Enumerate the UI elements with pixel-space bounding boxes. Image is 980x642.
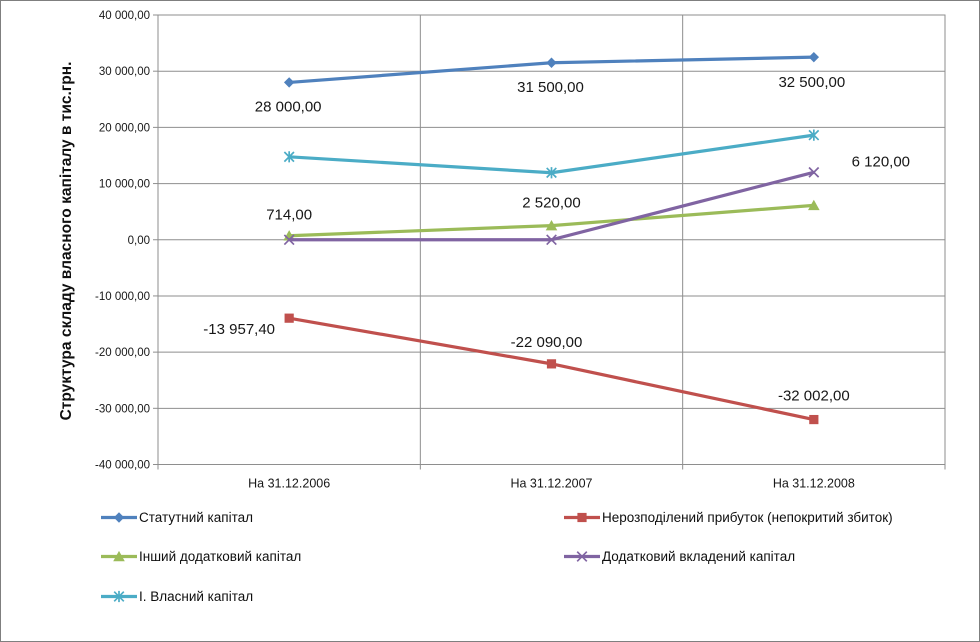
- legend-label: Статутний капітал: [139, 509, 253, 525]
- square-marker-icon: [809, 414, 819, 425]
- legend-label: Нерозподілений прибуток (непокритий збит…: [602, 509, 893, 525]
- legend-item: Статутний капітал: [101, 508, 253, 526]
- legend-label: Додатковий вкладений капітал: [602, 549, 796, 564]
- series-1: -13 957,40 -22 090,00 -32 002,00: [203, 313, 850, 425]
- triangle-marker-icon: [545, 219, 558, 231]
- y-tick-label: -20 000,00: [95, 347, 150, 359]
- legend-label: І. Власний капітал: [139, 588, 254, 604]
- y-tick-label: 30 000,00: [99, 66, 150, 78]
- triangle-legend-key-icon: [101, 550, 137, 562]
- data-label: 32 500,00: [778, 74, 845, 91]
- legend-item: Інший додатковий капітал: [101, 548, 301, 566]
- square-marker-icon: [577, 512, 587, 522]
- x-category-label: На 31.12.2008: [773, 477, 855, 491]
- x-category-label: На 31.12.2006: [248, 477, 330, 491]
- x-marker-icon: [808, 166, 820, 178]
- star-marker-icon: [283, 151, 295, 163]
- y-tick-label: -40 000,00: [95, 460, 150, 472]
- data-label: 2 520,00: [522, 195, 580, 212]
- series-4: [283, 129, 820, 179]
- x-marker-icon: [576, 551, 588, 562]
- series-0: 28 000,00 31 500,00 32 500,00: [255, 51, 845, 115]
- data-label: 6 120,00: [852, 153, 910, 170]
- x-marker-icon: [546, 234, 557, 246]
- diamond-legend-key-icon: [101, 511, 137, 523]
- star-marker-icon: [546, 167, 557, 179]
- legend-item: І. Власний капітал: [101, 587, 253, 605]
- triangle-marker-icon: [808, 199, 820, 211]
- series-3: [283, 166, 820, 246]
- star-marker-icon: [808, 129, 820, 141]
- y-tick-label: 0,00: [128, 235, 150, 247]
- star-marker-icon: [113, 590, 125, 602]
- y-tick-label: -10 000,00: [95, 291, 150, 303]
- diamond-marker-icon: [283, 77, 295, 88]
- diamond-marker-icon: [113, 511, 125, 523]
- line-chart: 40 000,00 30 000,00 20 000,00 10 000,00 0,00…: [95, 10, 946, 491]
- data-label: -13 957,40: [203, 321, 275, 338]
- diamond-marker-icon: [546, 57, 557, 68]
- square-legend-key-icon: [564, 512, 600, 522]
- plot-area-border: [157, 14, 946, 465]
- x-category-label: На 31.12.2007: [510, 477, 592, 491]
- x-legend-key-icon: [564, 551, 600, 562]
- y-tick-label: 40 000,00: [99, 10, 150, 22]
- square-marker-icon: [546, 359, 557, 369]
- data-label: -22 090,00: [511, 334, 583, 351]
- data-label: -32 002,00: [778, 388, 850, 405]
- legend-item: Нерозподілений прибуток (непокритий збит…: [564, 508, 893, 526]
- y-tick-label: -30 000,00: [95, 403, 150, 415]
- y-tick-label: 10 000,00: [99, 179, 150, 191]
- y-tick-label: 20 000,00: [99, 122, 150, 134]
- diamond-marker-icon: [808, 51, 820, 63]
- triangle-marker-icon: [113, 550, 125, 562]
- data-label: 31 500,00: [517, 79, 584, 96]
- y-axis-title: Структура складу власного капіталу в тис…: [58, 61, 75, 421]
- x-marker-icon: [283, 234, 295, 246]
- square-marker-icon: [284, 313, 294, 323]
- data-label: 28 000,00: [255, 98, 322, 115]
- legend-item: Додатковий вкладений капітал: [564, 548, 795, 566]
- data-label: 714,00: [266, 207, 312, 224]
- series-line: [289, 133, 815, 175]
- legend-label: Інший додатковий капітал: [139, 549, 302, 564]
- star-legend-key-icon: [101, 590, 137, 602]
- series-2: 714,00 2 520,00 6 120,00: [266, 153, 910, 241]
